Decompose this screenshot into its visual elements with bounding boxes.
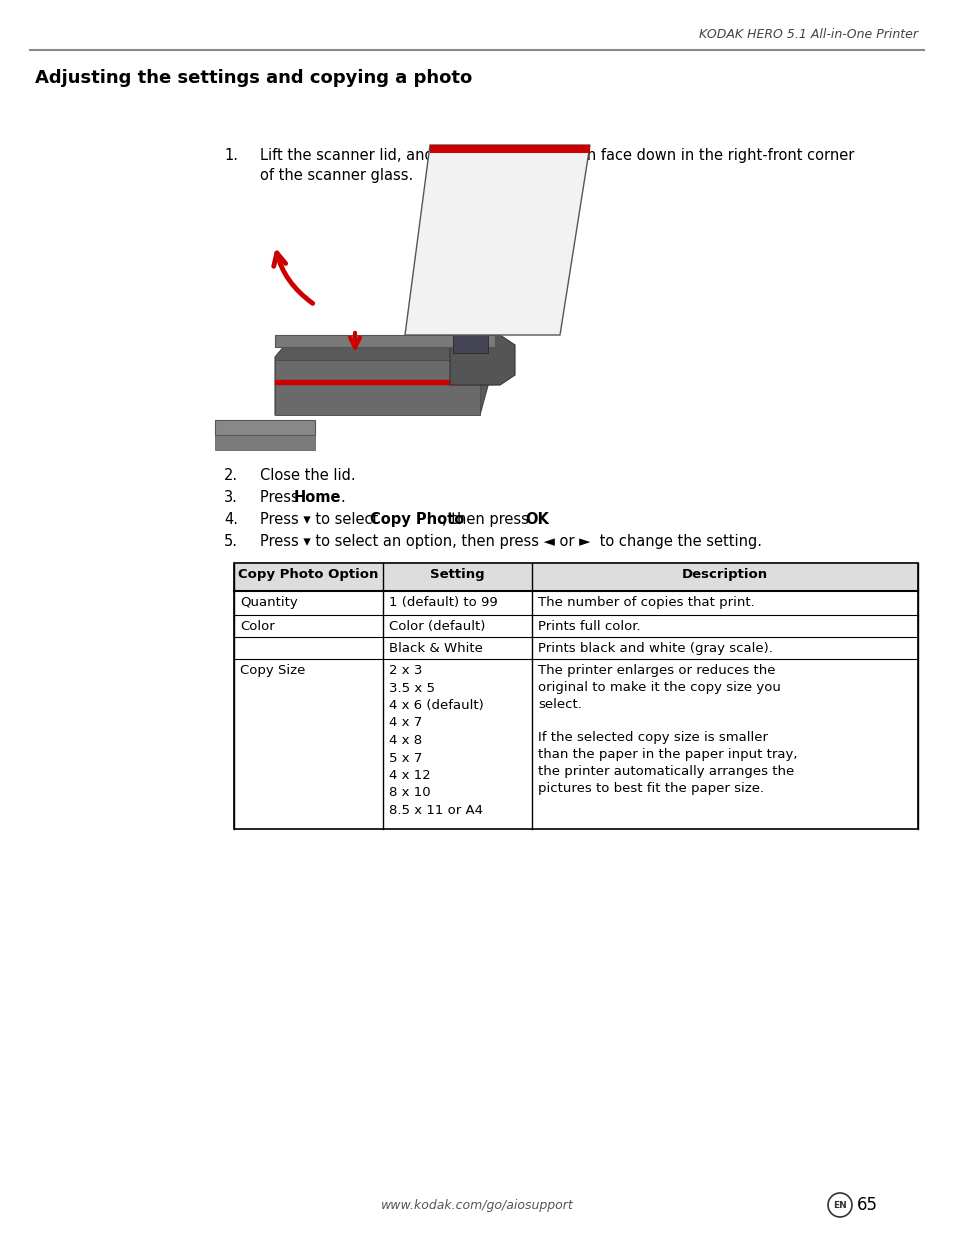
Polygon shape: [274, 359, 479, 415]
Text: 4 x 6 (default): 4 x 6 (default): [389, 699, 483, 713]
Text: The number of copies that print.: The number of copies that print.: [537, 597, 754, 609]
Text: 5 x 7: 5 x 7: [389, 752, 422, 764]
Text: Prints full color.: Prints full color.: [537, 620, 640, 634]
Text: Close the lid.: Close the lid.: [260, 468, 355, 483]
Text: 4 x 12: 4 x 12: [389, 769, 431, 782]
Polygon shape: [214, 435, 314, 450]
Text: The printer enlarges or reduces the
original to make it the copy size you
select: The printer enlarges or reduces the orig…: [537, 664, 781, 711]
Text: 5.: 5.: [224, 534, 237, 550]
Text: Quantity: Quantity: [240, 597, 297, 609]
Text: Press: Press: [260, 490, 303, 505]
Text: 8 x 10: 8 x 10: [389, 787, 431, 799]
Polygon shape: [450, 335, 515, 385]
Text: OK: OK: [524, 513, 548, 527]
Bar: [233, 563, 917, 829]
Text: EN: EN: [832, 1200, 846, 1209]
Text: , then press: , then press: [441, 513, 533, 527]
Text: www.kodak.com/go/aiosupport: www.kodak.com/go/aiosupport: [380, 1198, 573, 1212]
Text: 2.: 2.: [224, 468, 237, 483]
Polygon shape: [214, 420, 314, 435]
Text: 1 (default) to 99: 1 (default) to 99: [389, 597, 497, 609]
Text: KODAK HERO 5.1 All-in-One Printer: KODAK HERO 5.1 All-in-One Printer: [699, 28, 917, 42]
Text: Copy Size: Copy Size: [240, 664, 305, 677]
Text: 4 x 8: 4 x 8: [389, 734, 422, 747]
Text: .: .: [543, 513, 548, 527]
Text: Color: Color: [240, 620, 274, 634]
Bar: [453, 331, 488, 353]
Text: Press ▾ to select an option, then press ◄ or ►  to change the setting.: Press ▾ to select an option, then press …: [260, 534, 761, 550]
Bar: [233, 563, 917, 592]
Text: 2 x 3: 2 x 3: [389, 664, 422, 677]
Text: Black & White: Black & White: [389, 642, 482, 655]
Text: Lift the scanner lid, and place the photograph face down in the right-front corn: Lift the scanner lid, and place the phot…: [260, 148, 854, 183]
Text: .: .: [339, 490, 344, 505]
Text: Press ▾ to select: Press ▾ to select: [260, 513, 382, 527]
Text: If the selected copy size is smaller
than the paper in the paper input tray,
the: If the selected copy size is smaller tha…: [537, 731, 797, 795]
Polygon shape: [274, 345, 495, 415]
Text: 65: 65: [856, 1195, 877, 1214]
Text: Home: Home: [294, 490, 341, 505]
Text: 1.: 1.: [224, 148, 237, 163]
Text: Adjusting the settings and copying a photo: Adjusting the settings and copying a pho…: [35, 69, 472, 86]
Text: 4.: 4.: [224, 513, 237, 527]
Text: Copy Photo Option: Copy Photo Option: [238, 568, 378, 580]
Polygon shape: [405, 144, 589, 335]
Text: Setting: Setting: [430, 568, 484, 580]
Text: 3.: 3.: [224, 490, 237, 505]
Polygon shape: [430, 144, 589, 153]
Text: Copy Photo: Copy Photo: [370, 513, 464, 527]
Text: Description: Description: [681, 568, 767, 580]
Polygon shape: [274, 335, 495, 347]
Text: 4 x 7: 4 x 7: [389, 716, 422, 730]
Text: Prints black and white (gray scale).: Prints black and white (gray scale).: [537, 642, 772, 655]
Text: Color (default): Color (default): [389, 620, 485, 634]
Text: 3.5 x 5: 3.5 x 5: [389, 682, 435, 694]
Text: 8.5 x 11 or A4: 8.5 x 11 or A4: [389, 804, 482, 818]
